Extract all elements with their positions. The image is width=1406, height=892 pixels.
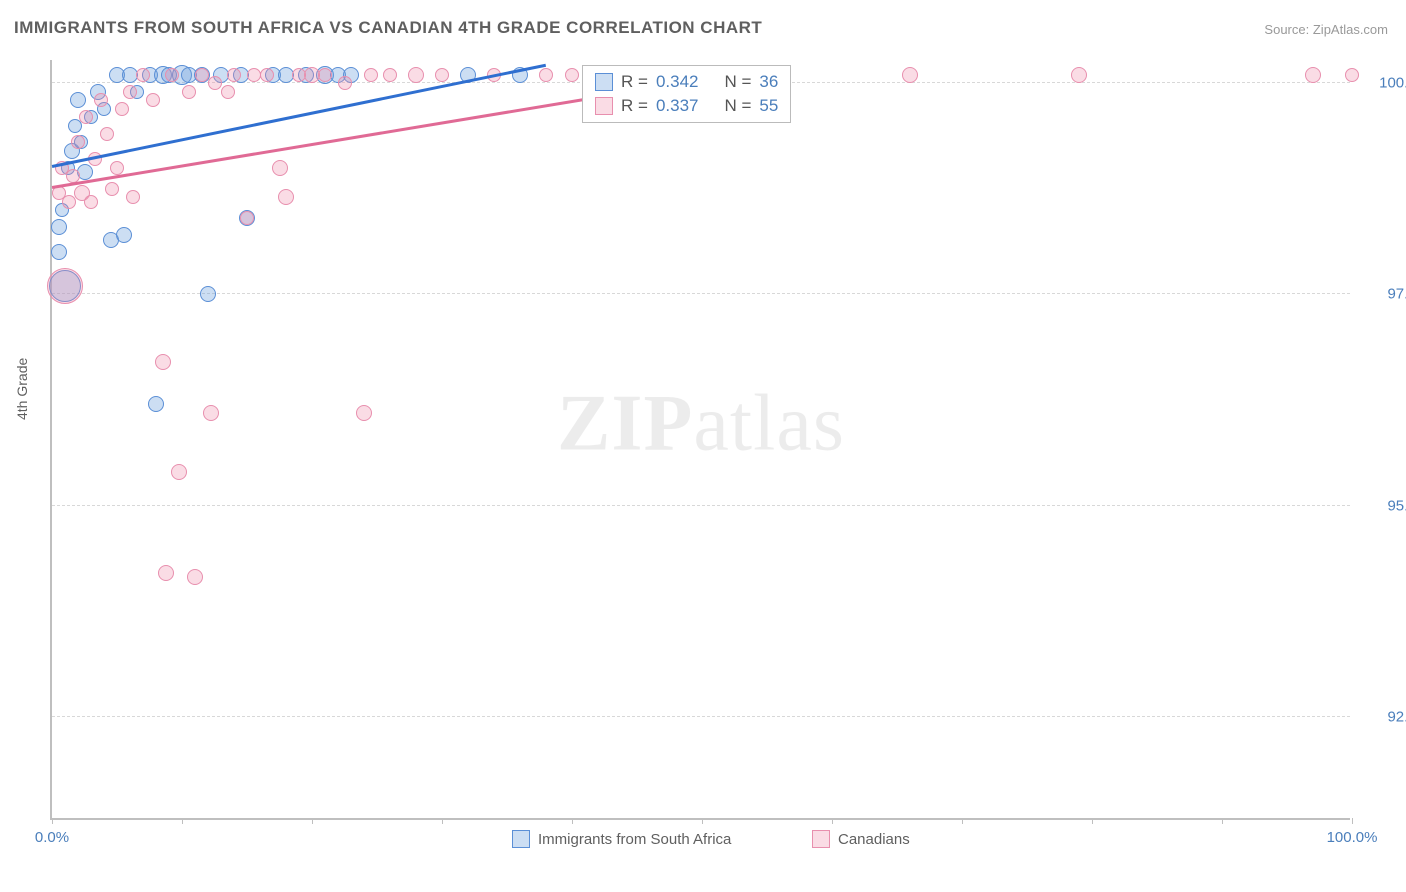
data-point-ca bbox=[247, 68, 261, 82]
data-point-ca bbox=[539, 68, 553, 82]
stats-legend: R = 0.342N = 36R = 0.337N = 55 bbox=[582, 65, 791, 123]
x-tick bbox=[182, 818, 183, 824]
data-point-ca bbox=[110, 161, 124, 175]
source-label: Source: ZipAtlas.com bbox=[1264, 22, 1388, 37]
data-point-ca bbox=[171, 464, 187, 480]
data-point-ca bbox=[155, 354, 171, 370]
data-point-ca bbox=[115, 102, 129, 116]
data-point-ca bbox=[1305, 67, 1321, 83]
data-point-ca bbox=[1345, 68, 1359, 82]
data-point-ca bbox=[435, 68, 449, 82]
gridline bbox=[52, 293, 1350, 294]
data-point-ca bbox=[203, 405, 219, 421]
data-point-sa bbox=[200, 286, 216, 302]
x-tick bbox=[312, 818, 313, 824]
data-point-ca bbox=[278, 189, 294, 205]
gridline bbox=[52, 505, 1350, 506]
data-point-ca bbox=[158, 565, 174, 581]
x-tick bbox=[962, 818, 963, 824]
data-point-ca bbox=[227, 68, 241, 82]
gridline bbox=[52, 716, 1350, 717]
data-point-ca bbox=[902, 67, 918, 83]
x-tick bbox=[1352, 818, 1353, 824]
x-tick bbox=[572, 818, 573, 824]
legend-swatch bbox=[595, 97, 613, 115]
data-point-ca bbox=[79, 110, 93, 124]
data-point-ca bbox=[182, 85, 196, 99]
series-legend-label: Canadians bbox=[838, 831, 910, 848]
legend-swatch bbox=[512, 830, 530, 848]
data-point-ca bbox=[565, 68, 579, 82]
x-tick bbox=[52, 818, 53, 824]
data-point-ca bbox=[105, 182, 119, 196]
data-point-ca bbox=[47, 268, 83, 304]
data-point-ca bbox=[94, 93, 108, 107]
data-point-ca bbox=[383, 68, 397, 82]
x-tick bbox=[1222, 818, 1223, 824]
data-point-ca bbox=[208, 76, 222, 90]
data-point-ca bbox=[136, 68, 150, 82]
data-point-sa bbox=[70, 92, 86, 108]
series-legend-item: Canadians bbox=[812, 830, 910, 848]
data-point-ca bbox=[165, 68, 179, 82]
data-point-ca bbox=[187, 569, 203, 585]
data-point-ca bbox=[100, 127, 114, 141]
x-tick bbox=[702, 818, 703, 824]
data-point-sa bbox=[51, 244, 67, 260]
x-tick bbox=[442, 818, 443, 824]
data-point-ca bbox=[195, 68, 209, 82]
data-point-ca bbox=[126, 190, 140, 204]
stats-legend-row: R = 0.337N = 55 bbox=[583, 94, 790, 118]
data-point-ca bbox=[146, 93, 160, 107]
data-point-ca bbox=[356, 405, 372, 421]
watermark: ZIPatlas bbox=[557, 378, 845, 469]
data-point-ca bbox=[338, 76, 352, 90]
x-tick-label: 0.0% bbox=[35, 829, 69, 846]
x-tick bbox=[1092, 818, 1093, 824]
y-tick-label: 100.0% bbox=[1360, 75, 1406, 92]
data-point-ca bbox=[221, 85, 235, 99]
y-tick-label: 92.5% bbox=[1360, 708, 1406, 725]
y-tick-label: 95.0% bbox=[1360, 497, 1406, 514]
data-point-sa bbox=[51, 219, 67, 235]
series-legend-label: Immigrants from South Africa bbox=[538, 831, 731, 848]
data-point-ca bbox=[260, 68, 274, 82]
scatter-plot: ZIPatlas 92.5%95.0%97.5%100.0%0.0%100.0%… bbox=[50, 60, 1350, 820]
x-tick-label: 100.0% bbox=[1327, 829, 1378, 846]
data-point-sa bbox=[116, 227, 132, 243]
stats-legend-row: R = 0.342N = 36 bbox=[583, 70, 790, 94]
data-point-ca bbox=[408, 67, 424, 83]
data-point-ca bbox=[123, 85, 137, 99]
data-point-ca bbox=[84, 195, 98, 209]
data-point-ca bbox=[318, 68, 332, 82]
data-point-ca bbox=[364, 68, 378, 82]
y-tick-label: 97.5% bbox=[1360, 286, 1406, 303]
data-point-ca bbox=[1071, 67, 1087, 83]
chart-title: IMMIGRANTS FROM SOUTH AFRICA VS CANADIAN… bbox=[14, 18, 762, 38]
x-tick bbox=[832, 818, 833, 824]
data-point-sa bbox=[148, 396, 164, 412]
data-point-ca bbox=[71, 135, 85, 149]
legend-swatch bbox=[595, 73, 613, 91]
series-legend-item: Immigrants from South Africa bbox=[512, 830, 731, 848]
legend-swatch bbox=[812, 830, 830, 848]
data-point-ca bbox=[240, 211, 254, 225]
y-axis-label: 4th Grade bbox=[14, 358, 30, 420]
data-point-ca bbox=[272, 160, 288, 176]
